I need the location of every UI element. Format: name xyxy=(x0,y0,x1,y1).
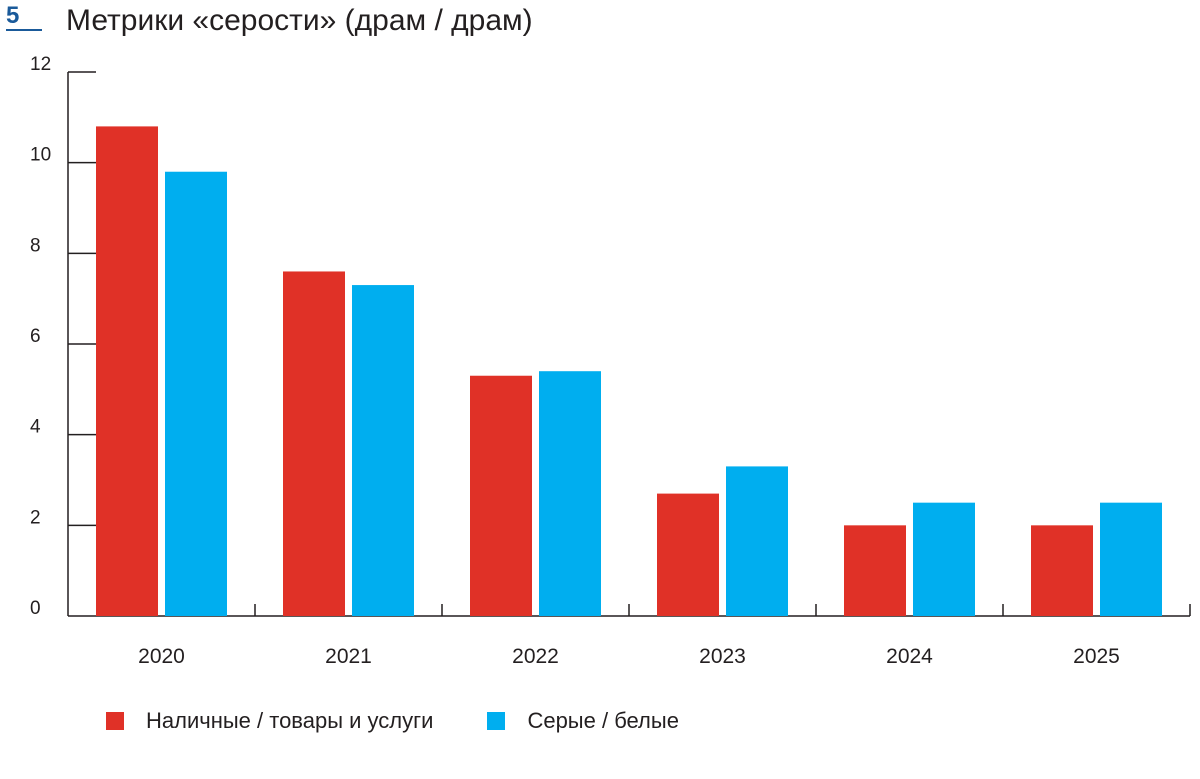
y-tick-label-10: 10 xyxy=(30,145,51,166)
bar-grey-white-2025 xyxy=(1100,502,1162,616)
x-tick-label-2023: 2023 xyxy=(699,645,746,668)
bar-cash-2023 xyxy=(657,493,719,616)
x-tick-label-2025: 2025 xyxy=(1073,645,1120,668)
legend-label-grey-white: Серые / белые xyxy=(527,708,679,733)
figure-number-underline xyxy=(6,29,42,31)
y-tick-label-2: 2 xyxy=(30,507,41,528)
bar-cash-2025 xyxy=(1031,525,1093,616)
bar-grey-white-2020 xyxy=(165,171,227,616)
y-tick-label-12: 12 xyxy=(30,54,51,75)
figure-number: 5 xyxy=(6,2,20,29)
legend: Наличные / товары и услуги Серые / белые xyxy=(106,708,733,734)
y-tick-label-0: 0 xyxy=(30,598,41,619)
y-tick-label-8: 8 xyxy=(30,235,41,256)
x-tick-label-2020: 2020 xyxy=(138,645,185,668)
bar-cash-2020 xyxy=(96,126,158,617)
x-tick-label-2021: 2021 xyxy=(325,645,372,668)
legend-swatch-cash xyxy=(106,712,124,730)
bar-cash-2021 xyxy=(283,271,345,616)
bar-grey-white-2023 xyxy=(726,466,788,616)
bar-grey-white-2024 xyxy=(913,502,975,616)
legend-item-grey-white: Серые / белые xyxy=(487,708,679,734)
legend-swatch-grey-white xyxy=(487,712,506,730)
bar-chart: 0 2 4 6 8 10 12 2020 2021 2022 2023 2024 2025 xyxy=(30,54,1191,668)
bar-grey-white-2021 xyxy=(352,285,414,616)
y-tick-label-4: 4 xyxy=(30,417,41,438)
x-tick-label-2024: 2024 xyxy=(886,645,933,668)
chart-title: Метрики «серости» (драм / драм) xyxy=(66,4,533,37)
bar-cash-2024 xyxy=(844,525,906,616)
legend-item-cash: Наличные / товары и услуги xyxy=(106,708,433,734)
y-tick-label-6: 6 xyxy=(30,326,41,347)
legend-label-cash: Наличные / товары и услуги xyxy=(146,708,434,733)
bar-grey-white-2022 xyxy=(539,371,601,616)
bar-cash-2022 xyxy=(470,375,532,616)
x-tick-label-2022: 2022 xyxy=(512,645,559,668)
